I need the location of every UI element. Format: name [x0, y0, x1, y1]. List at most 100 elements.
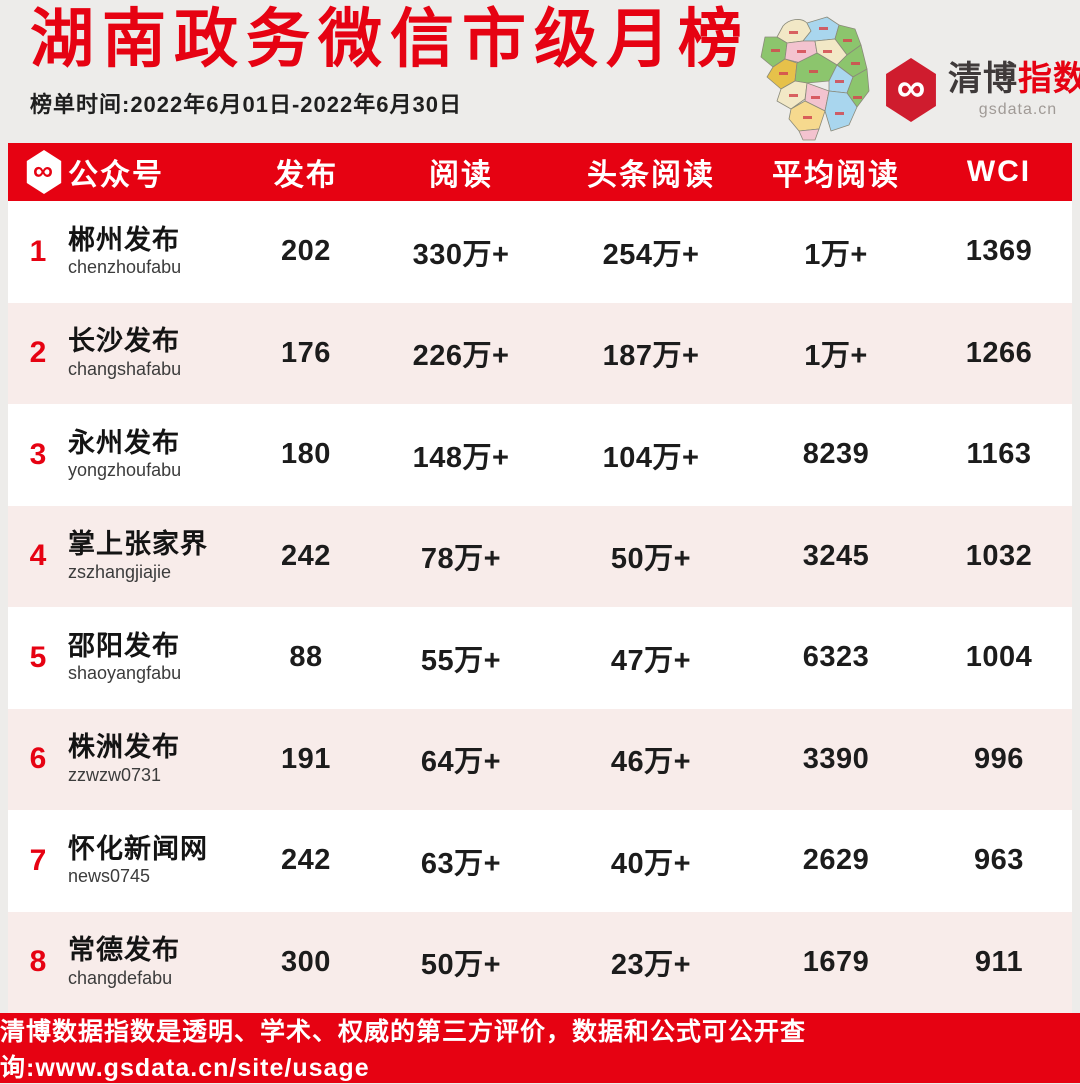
account-cell: 掌上张家界 zszhangjiajie [68, 529, 246, 583]
column-header-reads: 阅读 [429, 159, 493, 192]
table-header-row: ∞ 公众号 发布 阅读 头条阅读 平均阅读 WCI [8, 143, 1072, 201]
account-id: yongzhoufabu [68, 460, 182, 481]
account-cell: 长沙发布 changshafabu [68, 326, 246, 380]
date-range: 榜单时间:2022年6月01日-2022年6月30日 [30, 92, 462, 118]
reads-count: 148万+ [412, 441, 510, 474]
column-header-publish: 发布 [274, 159, 338, 192]
table-row: 1 郴州发布 chenzhoufabu 202 330万+ 254万+ 1万+ … [8, 201, 1072, 303]
wci-score: 911 [974, 945, 1024, 978]
column-header-headline-reads: 头条阅读 [587, 159, 715, 192]
column-header-account: 公众号 [68, 159, 164, 192]
account-name: 常德发布 [68, 935, 180, 966]
hunan-province-map-icon [750, 10, 876, 142]
account-cell: 株洲发布 zzwzw0731 [68, 732, 246, 786]
account-name: 怀化新闻网 [68, 833, 208, 864]
avg-reads-count: 3245 [802, 539, 870, 572]
account-name: 邵阳发布 [68, 630, 180, 661]
footer: 清博数据指数是透明、学术、权威的第三方评价，数据和公式可公开查询:www.gsd… [0, 1013, 1080, 1083]
account-id: zszhangjiajie [68, 561, 172, 582]
account-cell: 怀化新闻网 news0745 [68, 834, 246, 888]
table-row: 3 永州发布 yongzhoufabu 180 148万+ 104万+ 8239… [8, 404, 1072, 506]
brand-text: 清博指数 gsdata.cn [948, 61, 1080, 118]
wci-score: 1163 [966, 438, 1032, 471]
account-id: changshafabu [68, 358, 182, 379]
account-cell: 郴州发布 chenzhoufabu [68, 225, 246, 279]
ranking-table: ∞ 公众号 发布 阅读 头条阅读 平均阅读 WCI 1 郴州发布 chenzho… [8, 143, 1072, 1013]
account-name: 郴州发布 [68, 224, 180, 255]
headline-reads-count: 40万+ [610, 847, 692, 880]
reads-count: 226万+ [412, 340, 510, 373]
avg-reads-count: 1万+ [804, 340, 868, 373]
publish-count: 300 [281, 945, 331, 978]
avg-reads-count: 2629 [802, 844, 870, 877]
column-header-wci: WCI [966, 155, 1032, 188]
avg-reads-count: 6323 [802, 641, 870, 674]
header-text-block: 湖南政务微信市级月榜 榜单时间:2022年6月01日-2022年6月30日 [30, 3, 750, 119]
brand-name-qingbo: 清博 [948, 60, 1018, 99]
account-id: chenzhoufabu [68, 257, 182, 278]
avg-reads-count: 1万+ [804, 238, 868, 271]
publish-count: 202 [281, 235, 331, 268]
header: 湖南政务微信市级月榜 榜单时间:2022年6月01日-2022年6月30日 [0, 0, 1080, 143]
publish-count: 180 [281, 438, 331, 471]
rank-number: 2 [29, 336, 47, 370]
account-id: zzwzw0731 [68, 764, 162, 785]
rank-number: 3 [29, 437, 47, 471]
wci-score: 1266 [965, 336, 1033, 369]
publish-count: 176 [281, 336, 331, 369]
infinity-glyph: ∞ [896, 66, 926, 110]
headline-reads-count: 187万+ [602, 340, 700, 373]
reads-count: 330万+ [412, 238, 510, 271]
headline-reads-count: 46万+ [610, 746, 692, 779]
headline-reads-count: 104万+ [602, 441, 700, 474]
table-row: 7 怀化新闻网 news0745 242 63万+ 40万+ 2629 963 [8, 810, 1072, 912]
account-id: changdefabu [68, 967, 173, 988]
header-brand-block: ∞ 清博指数 gsdata.cn [750, 6, 1080, 142]
rank-number: 6 [29, 742, 47, 776]
rank-number: 8 [29, 945, 47, 979]
account-cell: 永州发布 yongzhoufabu [68, 428, 246, 482]
brand-domain: gsdata.cn [978, 100, 1058, 118]
headline-reads-count: 50万+ [610, 543, 692, 576]
reads-count: 78万+ [420, 543, 502, 576]
table-row: 5 邵阳发布 shaoyangfabu 88 55万+ 47万+ 6323 10… [8, 607, 1072, 709]
brand-name-zhishu: 指数 [1018, 60, 1080, 99]
account-id: news0745 [68, 866, 151, 887]
wci-score: 1032 [965, 539, 1033, 572]
avg-reads-count: 8239 [802, 438, 870, 471]
reads-count: 50万+ [420, 949, 502, 982]
rank-number: 4 [29, 539, 47, 573]
headline-reads-count: 254万+ [602, 238, 700, 271]
rank-number: 1 [29, 234, 47, 268]
account-cell: 邵阳发布 shaoyangfabu [68, 631, 246, 685]
headline-reads-count: 47万+ [610, 644, 692, 677]
wci-score: 963 [974, 844, 1024, 877]
brand-logo: ∞ 清博指数 gsdata.cn [882, 58, 1080, 122]
account-name: 永州发布 [68, 427, 180, 458]
page-title: 湖南政务微信市级月榜 [30, 3, 750, 75]
column-header-avg-reads: 平均阅读 [772, 159, 900, 192]
headline-reads-count: 23万+ [610, 949, 692, 982]
reads-count: 63万+ [420, 847, 502, 880]
publish-count: 242 [281, 539, 331, 572]
account-id: shaoyangfabu [68, 663, 182, 684]
avg-reads-count: 3390 [802, 742, 870, 775]
account-name: 长沙发布 [68, 326, 180, 357]
avg-reads-count: 1679 [802, 945, 870, 978]
footer-text: 清博数据指数是透明、学术、权威的第三方评价，数据和公式可公开查询:www.gsd… [0, 1018, 807, 1082]
table-row: 8 常德发布 changdefabu 300 50万+ 23万+ 1679 91… [8, 911, 1072, 1013]
account-name: 株洲发布 [68, 732, 180, 763]
wci-score: 1004 [965, 641, 1033, 674]
publish-count: 242 [281, 844, 331, 877]
account-cell: 常德发布 changdefabu [68, 935, 246, 989]
table-row: 6 株洲发布 zzwzw0731 191 64万+ 46万+ 3390 996 [8, 708, 1072, 810]
wci-score: 1369 [965, 235, 1033, 268]
reads-count: 64万+ [420, 746, 502, 779]
account-name: 掌上张家界 [68, 529, 208, 560]
publish-count: 191 [281, 742, 331, 775]
wci-score: 996 [974, 742, 1024, 775]
gsdata-infinity-icon: ∞ [886, 58, 936, 122]
table-row: 2 长沙发布 changshafabu 176 226万+ 187万+ 1万+ … [8, 302, 1072, 404]
rank-number: 7 [29, 843, 47, 877]
